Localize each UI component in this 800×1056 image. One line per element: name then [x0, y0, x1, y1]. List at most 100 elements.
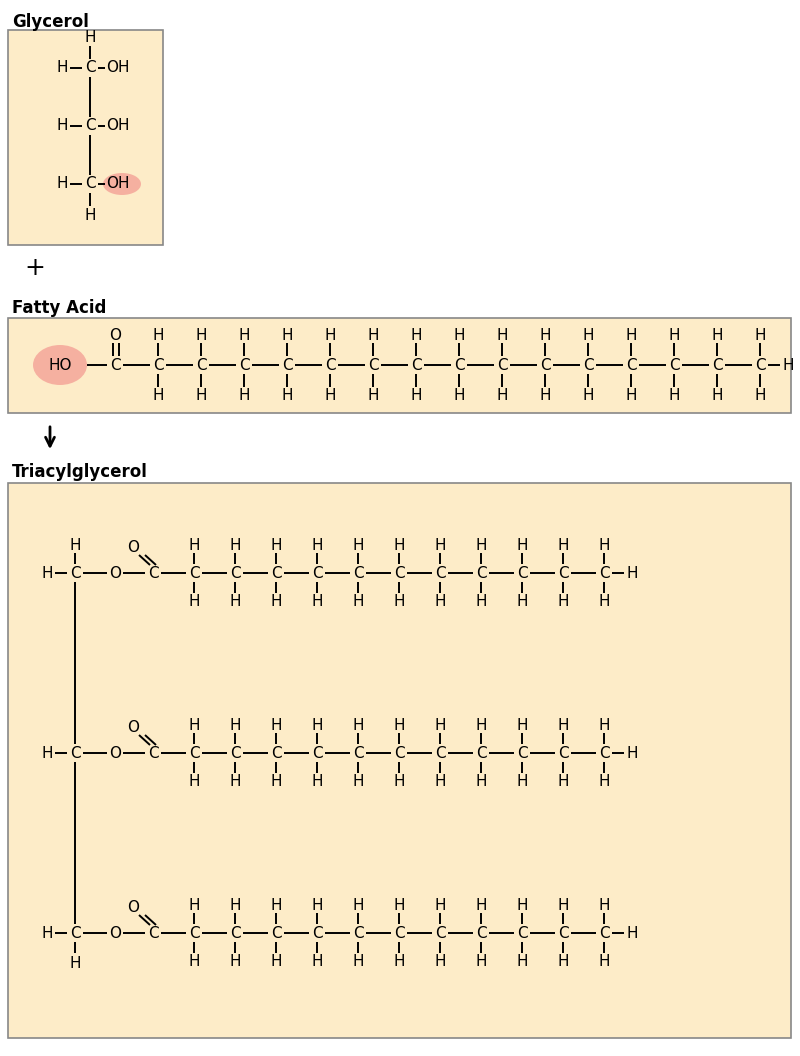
Text: H: H — [188, 717, 200, 733]
Text: C: C — [148, 925, 158, 941]
Text: H: H — [311, 898, 322, 912]
Text: C: C — [189, 566, 199, 581]
Text: H: H — [434, 898, 446, 912]
Text: H: H — [352, 898, 364, 912]
Text: C: C — [454, 358, 464, 373]
Text: Glycerol: Glycerol — [12, 13, 89, 31]
Text: H: H — [352, 593, 364, 608]
Text: H: H — [311, 593, 322, 608]
Ellipse shape — [103, 173, 141, 195]
Text: O: O — [127, 900, 139, 914]
Ellipse shape — [33, 345, 87, 385]
Text: Fatty Acid: Fatty Acid — [12, 299, 106, 317]
Text: H: H — [230, 717, 241, 733]
Text: H: H — [188, 593, 200, 608]
Text: C: C — [476, 925, 486, 941]
Text: C: C — [712, 358, 722, 373]
Text: H: H — [475, 954, 486, 968]
Text: H: H — [558, 954, 569, 968]
Text: H: H — [598, 954, 610, 968]
Text: C: C — [70, 925, 80, 941]
Text: H: H — [84, 208, 96, 224]
Text: C: C — [598, 566, 610, 581]
Text: H: H — [626, 566, 638, 581]
Text: C: C — [230, 746, 240, 760]
Text: C: C — [196, 358, 206, 373]
Text: H: H — [558, 593, 569, 608]
Text: H: H — [42, 566, 53, 581]
Text: C: C — [540, 358, 550, 373]
Text: H: H — [394, 593, 405, 608]
Text: H: H — [394, 954, 405, 968]
Text: H: H — [270, 954, 282, 968]
Text: C: C — [312, 925, 322, 941]
Text: H: H — [367, 388, 378, 402]
Text: H: H — [238, 388, 250, 402]
Text: H: H — [782, 358, 794, 373]
Text: C: C — [517, 566, 527, 581]
Text: C: C — [582, 358, 594, 373]
Text: H: H — [230, 538, 241, 552]
Text: C: C — [110, 358, 120, 373]
Text: H: H — [558, 538, 569, 552]
Text: C: C — [410, 358, 422, 373]
Text: C: C — [325, 358, 335, 373]
Text: H: H — [626, 746, 638, 760]
Text: +: + — [25, 256, 46, 280]
Text: H: H — [475, 717, 486, 733]
Bar — [8, 30, 163, 245]
Text: C: C — [153, 358, 163, 373]
Text: H: H — [539, 327, 550, 342]
Text: C: C — [148, 746, 158, 760]
Text: H: H — [311, 538, 322, 552]
Text: H: H — [311, 773, 322, 789]
Text: H: H — [582, 388, 594, 402]
Text: H: H — [195, 327, 206, 342]
Text: C: C — [85, 176, 95, 191]
Text: OH: OH — [106, 60, 130, 75]
Text: H: H — [230, 593, 241, 608]
Text: H: H — [434, 773, 446, 789]
Text: H: H — [70, 956, 81, 970]
Text: H: H — [394, 898, 405, 912]
Text: C: C — [497, 358, 507, 373]
Text: C: C — [238, 358, 250, 373]
Text: H: H — [42, 746, 53, 760]
Text: H: H — [711, 327, 722, 342]
Text: H: H — [496, 388, 508, 402]
Text: H: H — [516, 717, 528, 733]
Text: C: C — [85, 118, 95, 133]
Text: H: H — [516, 954, 528, 968]
Text: H: H — [70, 538, 81, 552]
Text: C: C — [230, 925, 240, 941]
Text: C: C — [394, 566, 404, 581]
Text: C: C — [558, 566, 568, 581]
Text: H: H — [311, 954, 322, 968]
Text: O: O — [127, 540, 139, 554]
Text: H: H — [152, 327, 164, 342]
Text: C: C — [353, 566, 363, 581]
Text: H: H — [195, 388, 206, 402]
Text: H: H — [238, 327, 250, 342]
Text: C: C — [353, 746, 363, 760]
Text: C: C — [517, 925, 527, 941]
Text: OH: OH — [106, 118, 130, 133]
Text: H: H — [410, 327, 422, 342]
Text: H: H — [230, 898, 241, 912]
Text: H: H — [230, 773, 241, 789]
Text: H: H — [270, 898, 282, 912]
Text: C: C — [189, 925, 199, 941]
Text: H: H — [282, 388, 293, 402]
Text: C: C — [394, 925, 404, 941]
Text: H: H — [394, 538, 405, 552]
Text: H: H — [394, 717, 405, 733]
Text: H: H — [311, 717, 322, 733]
Text: H: H — [434, 593, 446, 608]
Text: H: H — [475, 773, 486, 789]
Text: H: H — [188, 773, 200, 789]
Text: C: C — [368, 358, 378, 373]
Text: H: H — [270, 773, 282, 789]
Text: H: H — [270, 593, 282, 608]
Text: H: H — [410, 388, 422, 402]
Text: H: H — [539, 388, 550, 402]
